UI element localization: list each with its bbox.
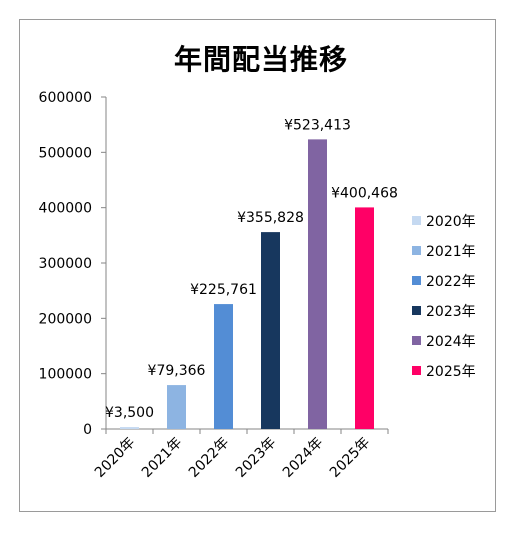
- legend-swatch: [412, 336, 421, 345]
- data-label: ¥3,500: [105, 405, 154, 421]
- bar: [214, 304, 233, 429]
- data-label: ¥79,366: [148, 363, 206, 379]
- bars: [120, 139, 374, 429]
- x-tick-label: 2021年: [139, 435, 185, 481]
- legend-label: 2020年: [426, 214, 476, 230]
- y-tick-label: 100000: [39, 367, 92, 383]
- axes: [101, 96, 389, 434]
- bar: [167, 385, 186, 429]
- legend-label: 2022年: [426, 274, 476, 290]
- bar: [308, 139, 327, 429]
- x-tick-label: 2025年: [327, 435, 373, 481]
- data-labels: ¥3,500 ¥79,366 ¥225,761 ¥355,828 ¥523,413 ¥40…: [105, 117, 398, 421]
- legend-swatch: [412, 216, 421, 225]
- x-tick-labels: 2020年 2021年 2022年 2023年 2024年 2025年: [92, 435, 373, 481]
- bar: [120, 427, 139, 429]
- legend-label: 2025年: [426, 364, 476, 380]
- x-tick-label: 2022年: [186, 435, 232, 481]
- data-label: ¥400,468: [331, 185, 398, 201]
- x-tick-label: 2023年: [233, 435, 279, 481]
- legend-swatch: [412, 306, 421, 315]
- y-tick-label: 0: [83, 422, 92, 438]
- chart-title: 年間配当推移: [173, 43, 348, 76]
- y-tick-label: 300000: [39, 256, 92, 272]
- legend-label: 2024年: [426, 334, 476, 350]
- data-label: ¥523,413: [284, 117, 351, 133]
- data-label: ¥355,828: [237, 210, 304, 226]
- data-label: ¥225,761: [190, 282, 257, 298]
- bar: [261, 232, 280, 429]
- y-tick-label: 600000: [39, 90, 92, 106]
- y-tick-label: 400000: [39, 201, 92, 217]
- legend-swatch: [412, 276, 421, 285]
- legend: 2020年 2021年 2022年 2023年 2024年 2025年: [412, 214, 476, 380]
- x-tick-label: 2020年: [92, 435, 138, 481]
- legend-swatch: [412, 366, 421, 375]
- y-tick-label: 500000: [39, 145, 92, 161]
- bar: [355, 207, 374, 429]
- x-tick-label: 2024年: [280, 435, 326, 481]
- legend-swatch: [412, 246, 421, 255]
- legend-label: 2023年: [426, 304, 476, 320]
- y-tick-labels: 0 100000 200000 300000 400000 500000 600000: [39, 90, 92, 438]
- legend-label: 2021年: [426, 244, 476, 260]
- chart-frame: [19, 19, 496, 512]
- y-tick-label: 200000: [39, 311, 92, 327]
